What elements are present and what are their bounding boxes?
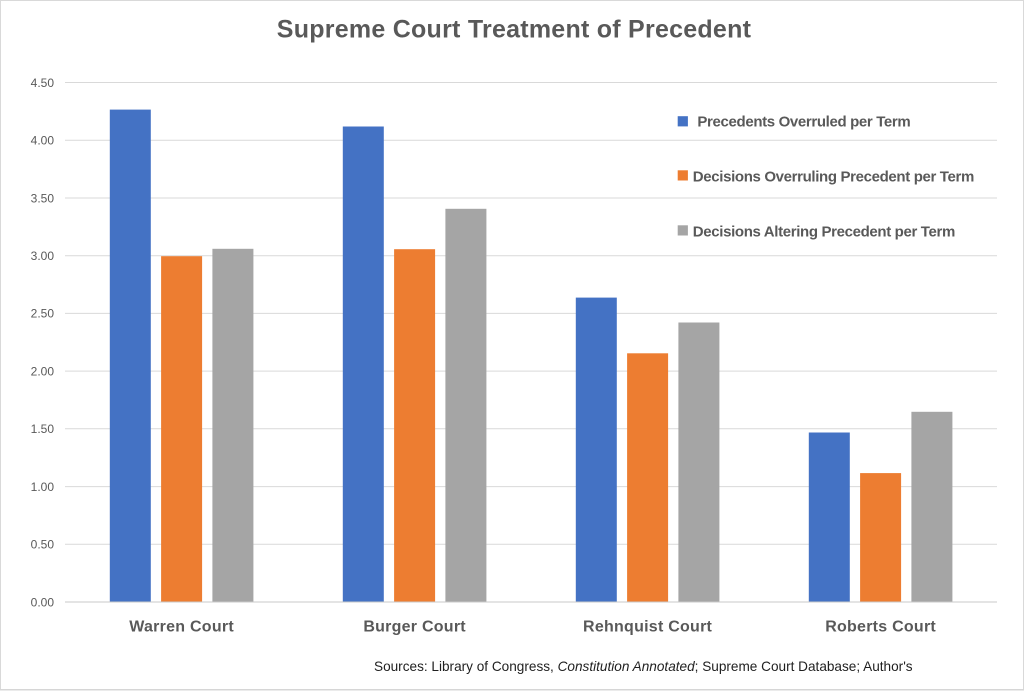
svg-text:2.00: 2.00: [31, 364, 55, 378]
svg-text:2.50: 2.50: [31, 307, 55, 321]
svg-text:Burger Court: Burger Court: [363, 618, 466, 635]
svg-text:Sources: Library of Congress,: Sources: Library of Congress, Constituti…: [374, 659, 913, 674]
svg-text:4.50: 4.50: [31, 76, 55, 90]
svg-text:Roberts Court: Roberts Court: [825, 618, 936, 635]
svg-text:0.50: 0.50: [31, 538, 55, 552]
svg-text:4.00: 4.00: [31, 134, 55, 148]
svg-text:Precedents Overruled per Term: Precedents Overruled per Term: [697, 114, 910, 131]
svg-text:Decisions Altering Precedent p: Decisions Altering Precedent per Term: [693, 224, 955, 241]
svg-text:Warren Court: Warren Court: [129, 618, 234, 635]
svg-text:Supreme Court Treatment of Pre: Supreme Court Treatment of Precedent: [277, 16, 752, 44]
svg-text:Decisions Overruling Precedent: Decisions Overruling Precedent per Term: [693, 169, 974, 186]
svg-text:3.00: 3.00: [31, 249, 55, 263]
svg-text:Rehnquist Court: Rehnquist Court: [583, 618, 712, 635]
svg-text:0.00: 0.00: [31, 595, 55, 609]
svg-text:1.00: 1.00: [31, 480, 55, 494]
svg-text:1.50: 1.50: [31, 422, 55, 436]
svg-text:3.50: 3.50: [31, 191, 55, 205]
